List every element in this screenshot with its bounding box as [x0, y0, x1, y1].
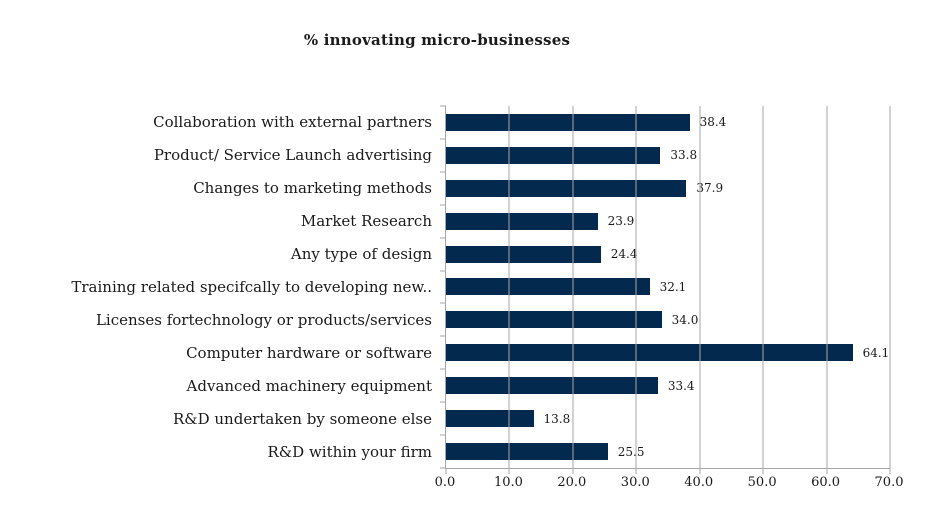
- bar-value-label: 23.9: [607, 214, 635, 229]
- gridline: [826, 106, 828, 468]
- plot-area: 38.4 33.8 37.9 23.9 24.4 32.1 34.0 64.1 33.4 13.8…: [440, 105, 891, 474]
- x-axis-tick-mark: [635, 468, 637, 474]
- y-axis-tick-mark: [440, 335, 446, 337]
- bar-value-label: 32.1: [659, 279, 687, 294]
- bar-row: 64.1: [446, 336, 890, 369]
- x-axis-tick-label: 40.0: [684, 475, 714, 490]
- x-axis-tick-mark: [699, 468, 701, 474]
- gridline: [572, 106, 574, 468]
- category-label: Changes to marketing methods: [193, 179, 432, 198]
- bar: [446, 179, 687, 197]
- bar-rows: 38.4 33.8 37.9 23.9 24.4 32.1 34.0 64.1 33.4 13.8…: [446, 106, 890, 468]
- x-axis-tick-label: 50.0: [747, 475, 777, 490]
- bar-row: 37.9: [446, 172, 890, 205]
- category-label: Collaboration with external partners: [153, 113, 432, 132]
- y-axis-tick-mark: [440, 434, 446, 436]
- y-axis-tick-mark: [440, 401, 446, 403]
- gridline: [508, 106, 510, 468]
- bar: [446, 212, 598, 230]
- x-axis-tick-mark: [508, 468, 510, 474]
- bar-value-label: 24.4: [610, 247, 638, 262]
- x-axis-tick-mark: [572, 468, 574, 474]
- bar-row: 32.1: [446, 271, 890, 304]
- category-label: Product/ Service Launch advertising: [153, 146, 432, 165]
- x-axis-tick-mark: [889, 468, 891, 474]
- bar: [446, 344, 853, 362]
- x-axis-tick-label: 70.0: [874, 475, 904, 490]
- y-axis-tick-mark: [440, 105, 446, 107]
- bar: [446, 146, 661, 164]
- category-label: Training related specifcally to developi…: [71, 277, 432, 296]
- y-axis-tick-mark: [440, 204, 446, 206]
- y-axis-tick-mark: [440, 368, 446, 370]
- bar-row: 24.4: [446, 238, 890, 271]
- bar-value-label: 25.5: [617, 444, 645, 459]
- x-axis-tick-mark: [826, 468, 828, 474]
- bar: [446, 245, 601, 263]
- gridline: [762, 106, 764, 468]
- x-axis-tick-mark: [762, 468, 764, 474]
- bar-value-label: 13.8: [543, 411, 571, 426]
- category-label: R&D undertaken by someone else: [172, 409, 432, 428]
- bar: [446, 113, 690, 131]
- category-label: R&D within your firm: [267, 442, 433, 461]
- category-label: Market Research: [300, 212, 432, 231]
- bar: [446, 311, 662, 329]
- bar: [446, 443, 608, 461]
- bar-row: 25.5: [446, 435, 890, 468]
- gridline: [699, 106, 701, 468]
- bar-row: 23.9: [446, 205, 890, 238]
- bar-value-label: 33.4: [667, 378, 695, 393]
- category-label: Any type of design: [290, 245, 432, 264]
- y-axis-tick-mark: [440, 237, 446, 239]
- x-axis-tick-label: 10.0: [493, 475, 523, 490]
- bar-row: 33.8: [446, 139, 890, 172]
- x-axis-tick-labels: 0.0 10.0 20.0 30.0 40.0 50.0 60.0 70.0: [435, 475, 904, 493]
- bar-value-label: 37.9: [696, 181, 724, 196]
- bar-row: 38.4: [446, 106, 890, 139]
- x-axis-tick-label: 30.0: [620, 475, 650, 490]
- bar-row: 34.0: [446, 303, 890, 336]
- bar-value-label: 64.1: [862, 345, 890, 360]
- category-label: Advanced machinery equipment: [186, 376, 432, 395]
- x-axis-tick-label: 0.0: [434, 475, 456, 490]
- x-axis-tick-label: 20.0: [557, 475, 587, 490]
- x-axis-tick-mark: [445, 468, 447, 474]
- x-axis-tick-label: 60.0: [811, 475, 841, 490]
- bar: [446, 377, 658, 395]
- category-label: Computer hardware or software: [186, 343, 432, 362]
- y-axis-tick-mark: [440, 270, 446, 272]
- y-axis-tick-mark: [440, 171, 446, 173]
- y-axis-tick-mark: [440, 302, 446, 304]
- bar-value-label: 33.8: [670, 148, 698, 163]
- bar: [446, 410, 534, 428]
- bar: [446, 278, 650, 296]
- bar-row: 13.8: [446, 402, 890, 435]
- category-axis-labels: Collaboration with external partners Prod…: [0, 106, 432, 468]
- y-axis-tick-mark: [440, 467, 446, 469]
- category-label: Licenses fortechnology or products/servi…: [95, 310, 432, 329]
- bar-row: 33.4: [446, 369, 890, 402]
- y-axis-tick-mark: [440, 138, 446, 140]
- chart-title: % innovating micro-businesses: [303, 31, 571, 49]
- gridline: [889, 106, 891, 468]
- bar-value-label: 38.4: [699, 115, 727, 130]
- gridline: [635, 106, 637, 468]
- bar-value-label: 34.0: [671, 312, 699, 327]
